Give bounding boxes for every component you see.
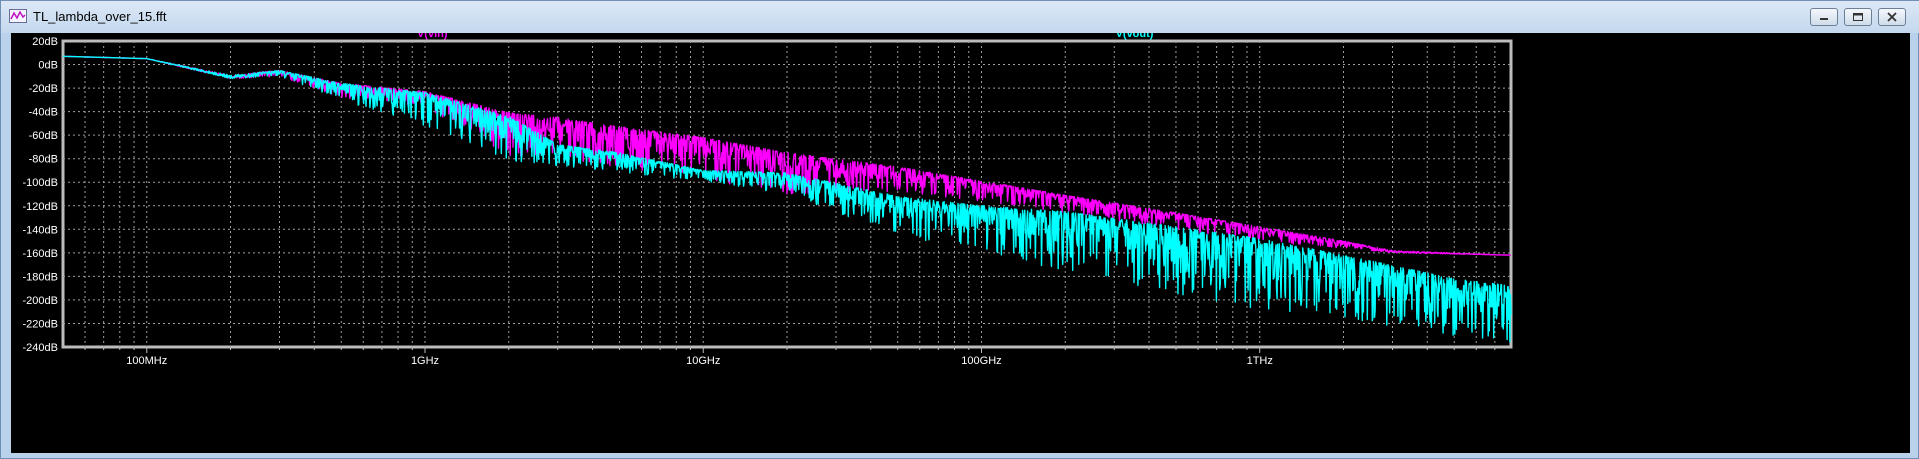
y-tick-label: -100dB bbox=[23, 177, 58, 189]
series-line-vout bbox=[62, 55, 1512, 343]
fft-chart[interactable]: 20dB 0dB -20dB -40dB -60dB -80dB -100dB -120dB -… bbox=[11, 33, 1910, 453]
minimize-button[interactable] bbox=[1810, 8, 1838, 26]
x-tick-label: 10GHz bbox=[686, 355, 720, 367]
minimize-icon bbox=[1820, 18, 1828, 20]
x-tick-label: 100GHz bbox=[961, 355, 1001, 367]
title-bar[interactable]: TL_lambda_over_15.fft bbox=[1, 1, 1919, 33]
maximize-icon bbox=[1853, 13, 1863, 21]
waveform-icon bbox=[9, 9, 27, 23]
y-tick-label: -240dB bbox=[23, 342, 58, 354]
close-button[interactable] bbox=[1878, 8, 1906, 26]
x-tick-label: 100MHz bbox=[126, 355, 167, 367]
y-tick-label: 0dB bbox=[38, 60, 58, 72]
y-tick-label: -20dB bbox=[29, 83, 58, 95]
x-tick-label: 1GHz bbox=[411, 355, 439, 367]
maximize-button[interactable] bbox=[1844, 8, 1872, 26]
legend-v-vout: V(vout) bbox=[1116, 33, 1154, 40]
y-tick-label: -120dB bbox=[23, 201, 58, 213]
y-tick-label: -220dB bbox=[23, 318, 58, 330]
y-tick-label: -200dB bbox=[23, 295, 58, 307]
x-tick-label: 1THz bbox=[1247, 355, 1273, 367]
legend-v-vin: V(vin) bbox=[417, 33, 448, 40]
window-title: TL_lambda_over_15.fft bbox=[33, 9, 167, 24]
y-tick-label: -80dB bbox=[29, 154, 58, 166]
y-tick-label: -180dB bbox=[23, 271, 58, 283]
y-tick-label: -140dB bbox=[23, 224, 58, 236]
y-tick-label: 20dB bbox=[32, 36, 58, 48]
y-tick-label: -40dB bbox=[29, 107, 58, 119]
close-icon bbox=[1887, 12, 1897, 22]
plot-area[interactable]: 20dB 0dB -20dB -40dB -60dB -80dB -100dB -120dB -… bbox=[11, 33, 1910, 453]
y-tick-label: -160dB bbox=[23, 248, 58, 260]
y-tick-label: -60dB bbox=[29, 130, 58, 142]
